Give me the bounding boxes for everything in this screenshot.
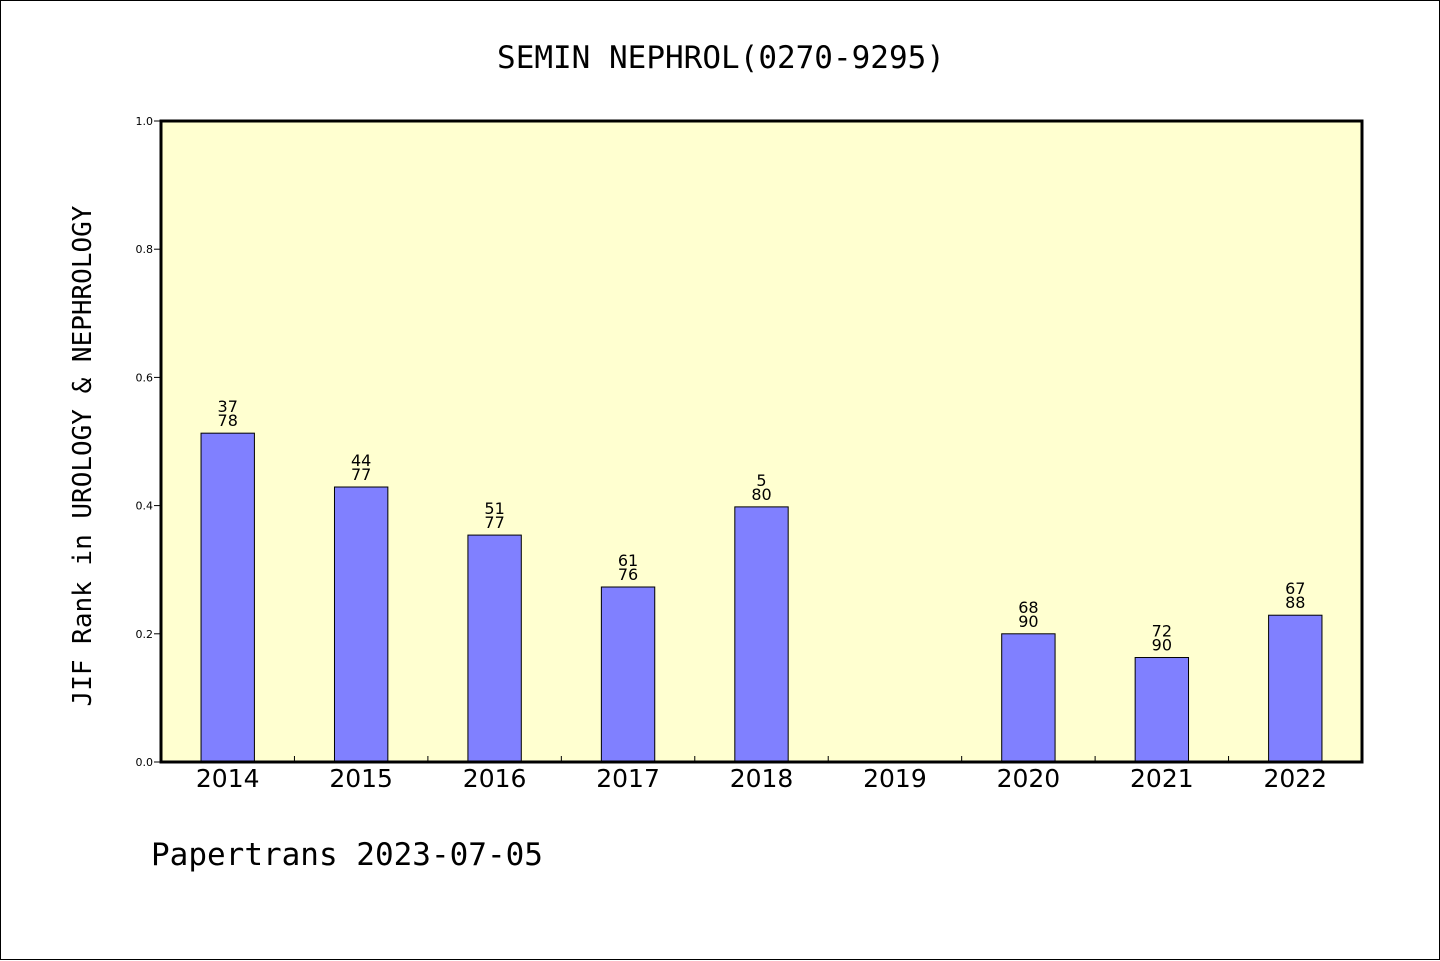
bar-total-label: 78 [218,411,238,430]
y-tick-label: 0.6 [136,371,154,384]
y-axis-label: JIF Rank in UROLOGY & NEPHROLOGY [68,205,98,706]
y-tick-label: 0.0 [136,756,154,769]
bar-rank-label: 61 [618,551,638,570]
bar-total-label: 88 [1285,593,1305,612]
y-tick-label: 0.8 [136,243,154,256]
y-tick-label: 0.2 [136,628,154,641]
y-tick-label: 0.4 [136,500,154,513]
bar-series [200,432,1323,763]
bar-2021 [1134,657,1190,763]
x-tick-label: 2017 [596,764,660,793]
x-tick-label: 2016 [463,764,527,793]
bar-total-label: 77 [351,465,371,484]
bar-2017 [600,586,656,763]
x-tick-label: 2020 [997,764,1061,793]
bar-rank-label: 72 [1152,622,1172,641]
bar-total-label: 90 [1018,612,1038,631]
bar-rank-label: 67 [1285,579,1305,598]
y-tick-label: 1.0 [136,115,154,128]
bar-total-label: 90 [1152,636,1172,655]
bar-total-label: 77 [484,513,504,532]
x-tick-label: 2014 [196,764,260,793]
x-tick-label: 2022 [1263,764,1327,793]
bar-2020 [1001,633,1056,763]
bar-2018 [734,506,789,763]
bar-2015 [333,486,389,763]
bar-rank-label: 44 [351,451,371,470]
bar-total-label: 76 [618,565,638,584]
bar-total-label: 80 [751,485,771,504]
x-tick-label: 2015 [329,764,393,793]
footer-text: Papertrans 2023-07-05 [151,837,543,873]
bar-rank-label: 68 [1018,598,1038,617]
plot-border [159,119,1364,764]
x-tick-label: 2018 [730,764,794,793]
bar-rank-label: 51 [484,499,504,518]
x-tick-label: 2019 [863,764,927,793]
bar-2014 [200,432,255,763]
chart-title: SEMIN NEPHROL(0270-9295) [497,40,945,76]
bar-rank-label: 37 [218,397,238,416]
x-tick-label: 2021 [1130,764,1194,793]
bar-2016 [467,534,522,763]
bar-2022 [1268,614,1323,763]
x-axis: 2014 2015 2016 2017 2018 2019 2020 2021 2022 [196,756,1327,793]
y-axis: 0.0 0.2 0.4 0.6 0.8 1.0 [136,115,161,769]
bar-rank-label: 5 [756,471,766,490]
